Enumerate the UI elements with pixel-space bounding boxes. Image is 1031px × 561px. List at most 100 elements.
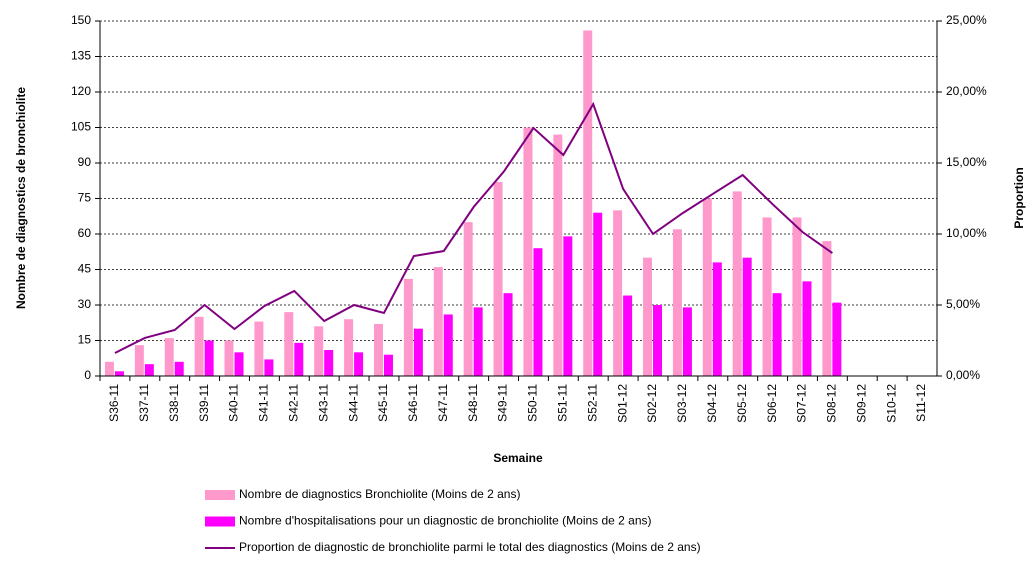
bar <box>772 293 782 376</box>
y-tick-label: 90 <box>78 155 92 169</box>
bar <box>702 198 712 376</box>
bar <box>822 241 832 376</box>
x-tick-label: S03-12 <box>675 384 689 423</box>
x-tick-label: S47-11 <box>436 384 450 422</box>
x-tick-label: S48-11 <box>466 384 480 422</box>
bar <box>324 349 334 376</box>
x-tick-label: S50-11 <box>526 384 540 422</box>
bar <box>553 134 563 376</box>
bar <box>204 340 214 376</box>
y2-tick-label: 25,00% <box>946 13 987 27</box>
x-tick-label: S10-12 <box>884 384 898 423</box>
y-tick-label: 0 <box>84 368 91 382</box>
bar <box>682 307 692 376</box>
y2-tick-label: 0,00% <box>946 368 980 382</box>
bar <box>742 257 752 376</box>
bar <box>433 267 443 376</box>
bar <box>413 328 423 376</box>
x-tick-label: S01-12 <box>615 384 629 423</box>
x-tick-label: S39-11 <box>197 384 211 422</box>
x-tick-label: S46-11 <box>406 384 420 422</box>
x-tick-label: S44-11 <box>346 384 360 422</box>
bar <box>762 217 772 376</box>
x-tick-label: S06-12 <box>765 384 779 423</box>
bar <box>832 302 842 376</box>
x-tick-label: S49-11 <box>496 384 510 422</box>
bar <box>643 257 653 376</box>
bar <box>373 323 383 376</box>
bar <box>712 262 722 376</box>
y-tick-label: 75 <box>78 191 92 205</box>
legend-label: Nombre de diagnostics Bronchiolite (Moin… <box>239 487 520 501</box>
bar <box>593 212 603 376</box>
y-axis-title: Nombre de diagnostics de bronchiolite <box>14 87 28 309</box>
bar <box>463 222 473 376</box>
y-tick-label: 105 <box>71 120 91 134</box>
bar <box>623 295 633 376</box>
legend-swatch <box>205 516 235 527</box>
x-tick-label: S36-11 <box>107 384 121 422</box>
x-tick-label: S05-12 <box>735 384 749 423</box>
y2-axis-title: Proportion <box>1012 167 1026 228</box>
bar <box>234 352 244 376</box>
y-tick-label: 60 <box>78 226 92 240</box>
bar <box>443 314 453 376</box>
bar <box>802 281 812 376</box>
bar <box>563 236 573 376</box>
legend-swatch <box>205 490 235 500</box>
x-tick-label: S09-12 <box>854 384 868 423</box>
y-tick-label: 150 <box>71 13 91 27</box>
bar <box>194 316 204 376</box>
x-tick-label: S45-11 <box>376 384 390 422</box>
legend-label: Proportion de diagnostic de bronchiolite… <box>239 540 701 554</box>
x-tick-label: S42-11 <box>286 384 300 422</box>
x-tick-label: S02-12 <box>645 384 659 423</box>
bar <box>792 217 802 376</box>
bar <box>383 354 393 376</box>
x-tick-label: S51-11 <box>556 384 570 422</box>
bar <box>354 352 364 376</box>
y2-tick-label: 20,00% <box>946 84 987 98</box>
bar <box>144 364 154 376</box>
x-tick-label: S37-11 <box>137 384 151 422</box>
bar <box>503 293 513 376</box>
x-tick-label: S04-12 <box>705 384 719 423</box>
x-tick-label: S52-11 <box>585 384 599 422</box>
bar <box>344 319 354 376</box>
legend-label: Nombre d'hospitalisations pour un diagno… <box>239 514 652 528</box>
y-tick-label: 120 <box>71 84 91 98</box>
bar <box>264 359 274 376</box>
bar <box>403 278 413 376</box>
y-tick-label: 45 <box>78 262 92 276</box>
bar <box>314 326 324 376</box>
x-tick-label: S07-12 <box>795 384 809 423</box>
line <box>114 101 833 354</box>
bar <box>583 30 593 376</box>
x-tick-label: S41-11 <box>257 384 271 422</box>
y2-tick-label: 15,00% <box>946 155 987 169</box>
x-axis-title: Semaine <box>493 451 543 465</box>
y-tick-label: 135 <box>71 49 91 63</box>
x-tick-label: S43-11 <box>316 384 330 422</box>
bar <box>114 371 124 376</box>
bar <box>294 342 304 376</box>
bar <box>284 312 294 376</box>
x-tick-label: S08-12 <box>825 384 839 423</box>
bar <box>653 305 663 376</box>
bar <box>533 248 543 376</box>
bar <box>672 229 682 376</box>
bar <box>164 338 174 376</box>
bar <box>613 210 623 376</box>
y-tick-label: 30 <box>78 297 92 311</box>
bar <box>254 321 264 376</box>
x-tick-label: S11-12 <box>914 384 928 422</box>
y2-tick-label: 10,00% <box>946 226 987 240</box>
bar <box>104 361 114 376</box>
bar <box>134 345 144 376</box>
x-tick-label: S38-11 <box>167 384 181 422</box>
x-tick-label: S40-11 <box>227 384 241 422</box>
y2-tick-label: 5,00% <box>946 297 980 311</box>
bar <box>732 191 742 376</box>
bar <box>493 181 503 376</box>
bar <box>224 340 234 376</box>
